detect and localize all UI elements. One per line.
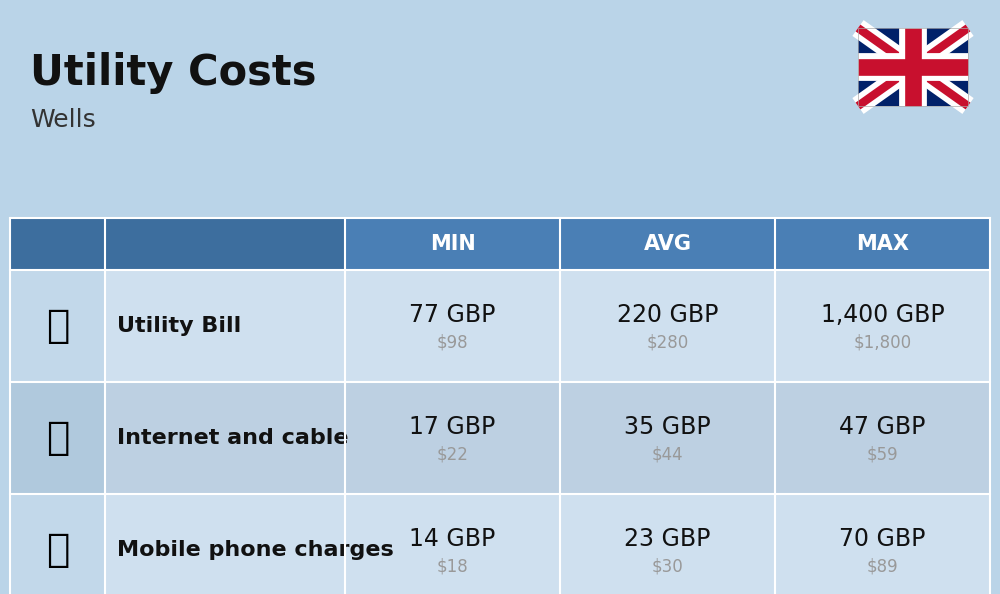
- Bar: [858, 28, 968, 106]
- Text: 📱: 📱: [46, 531, 69, 569]
- Text: 14 GBP: 14 GBP: [409, 527, 496, 551]
- Text: 23 GBP: 23 GBP: [624, 527, 711, 551]
- Text: $280: $280: [646, 334, 689, 352]
- Text: MAX: MAX: [856, 234, 909, 254]
- Text: 📶: 📶: [46, 419, 69, 457]
- Bar: [10, 270, 105, 382]
- Text: 47 GBP: 47 GBP: [839, 415, 926, 439]
- Text: 🔧: 🔧: [46, 307, 69, 345]
- Text: 1,400 GBP: 1,400 GBP: [821, 303, 944, 327]
- Bar: [10, 494, 990, 594]
- Bar: [10, 218, 105, 270]
- Text: Mobile phone charges: Mobile phone charges: [117, 540, 394, 560]
- Bar: [10, 270, 990, 382]
- Text: 220 GBP: 220 GBP: [617, 303, 718, 327]
- Text: $22: $22: [437, 446, 468, 464]
- Text: 70 GBP: 70 GBP: [839, 527, 926, 551]
- Text: $98: $98: [437, 334, 468, 352]
- Bar: [775, 218, 990, 270]
- Text: Wells: Wells: [30, 108, 96, 132]
- Text: $59: $59: [867, 446, 898, 464]
- Text: $30: $30: [652, 558, 683, 576]
- Text: 77 GBP: 77 GBP: [409, 303, 496, 327]
- Text: Internet and cable: Internet and cable: [117, 428, 349, 448]
- Text: $89: $89: [867, 558, 898, 576]
- Bar: [560, 218, 775, 270]
- Text: MIN: MIN: [430, 234, 475, 254]
- Text: Utility Bill: Utility Bill: [117, 316, 241, 336]
- Bar: [105, 218, 345, 270]
- Text: Utility Costs: Utility Costs: [30, 52, 316, 94]
- Text: 17 GBP: 17 GBP: [409, 415, 496, 439]
- Bar: [858, 28, 968, 106]
- Text: 35 GBP: 35 GBP: [624, 415, 711, 439]
- Text: $44: $44: [652, 446, 683, 464]
- Text: AVG: AVG: [644, 234, 692, 254]
- Bar: [10, 494, 105, 594]
- Bar: [10, 382, 105, 494]
- Text: $1,800: $1,800: [853, 334, 912, 352]
- Bar: [10, 382, 990, 494]
- Bar: [345, 218, 560, 270]
- Text: $18: $18: [437, 558, 468, 576]
